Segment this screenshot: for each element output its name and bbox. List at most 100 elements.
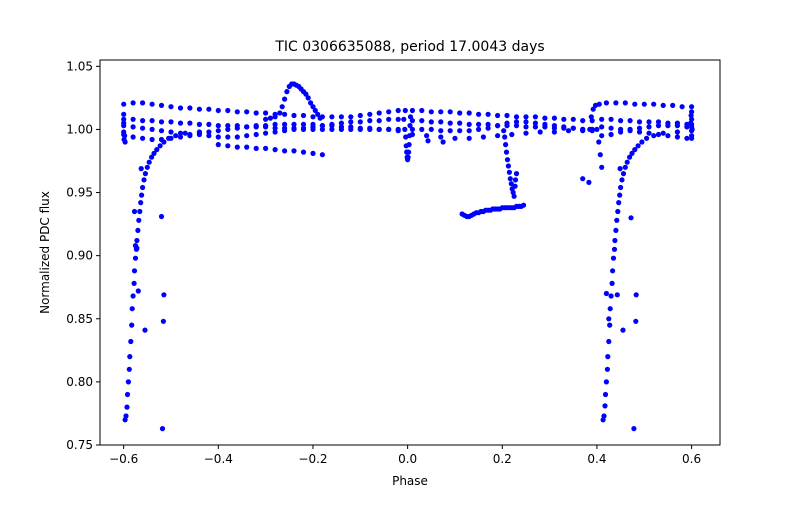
- data-point: [476, 126, 482, 132]
- data-point: [409, 118, 415, 124]
- data-point: [149, 126, 155, 132]
- data-point: [452, 135, 458, 141]
- data-point: [329, 114, 335, 120]
- data-point: [130, 116, 136, 122]
- data-point: [633, 292, 639, 298]
- data-point: [523, 124, 529, 130]
- data-point: [376, 126, 382, 132]
- data-point: [130, 124, 136, 130]
- data-point: [317, 115, 323, 121]
- data-point: [615, 208, 621, 215]
- data-point: [495, 133, 501, 139]
- data-point: [466, 135, 472, 141]
- data-point: [606, 316, 612, 322]
- data-point: [142, 171, 148, 177]
- data-point: [646, 130, 652, 136]
- x-tick-label: −0.6: [109, 452, 138, 466]
- data-point: [282, 111, 288, 117]
- data-point: [619, 177, 625, 183]
- data-point: [688, 112, 694, 119]
- y-tick-label: 0.85: [66, 312, 93, 326]
- data-point: [282, 96, 288, 102]
- data-point: [504, 157, 511, 163]
- data-point: [603, 290, 610, 297]
- data-point: [632, 147, 638, 153]
- data-point: [182, 130, 188, 136]
- data-point: [627, 154, 633, 160]
- data-point: [149, 101, 155, 107]
- data-point: [610, 268, 616, 274]
- data-point: [602, 391, 609, 398]
- data-point: [158, 102, 165, 108]
- data-point: [466, 121, 472, 127]
- data-point: [215, 107, 221, 114]
- data-point: [122, 133, 128, 139]
- data-point: [612, 237, 618, 244]
- data-point: [608, 131, 614, 138]
- y-tick-label: 0.80: [66, 375, 93, 389]
- data-point: [605, 354, 611, 360]
- y-tick-label: 0.75: [66, 438, 93, 452]
- data-point: [587, 126, 593, 132]
- chart-title: TIC 0306635088, period 17.0043 days: [274, 39, 544, 55]
- data-point: [618, 118, 624, 124]
- data-point: [121, 120, 127, 126]
- data-point: [177, 134, 184, 140]
- data-point: [457, 110, 463, 116]
- data-point: [173, 133, 179, 139]
- data-point: [607, 322, 613, 328]
- data-point: [646, 119, 652, 125]
- x-tick-label: 0.6: [682, 452, 701, 466]
- data-point: [272, 125, 278, 131]
- x-axis-label: Phase: [392, 474, 428, 488]
- data-point: [409, 126, 415, 132]
- data-point: [310, 121, 316, 127]
- data-point: [644, 135, 650, 141]
- data-point: [513, 123, 520, 129]
- data-point: [312, 107, 318, 114]
- data-point: [303, 91, 309, 97]
- data-point: [466, 110, 472, 116]
- data-point: [319, 152, 325, 158]
- data-point: [620, 171, 627, 177]
- data-point: [655, 131, 662, 138]
- data-point: [588, 114, 594, 120]
- data-point: [542, 115, 548, 121]
- data-point: [282, 121, 288, 127]
- data-point: [608, 116, 614, 122]
- data-point: [689, 126, 695, 132]
- data-point: [177, 120, 184, 126]
- data-point: [215, 142, 221, 148]
- data-point: [639, 139, 645, 145]
- data-point: [272, 114, 278, 120]
- data-point: [611, 246, 618, 252]
- data-point: [594, 126, 600, 132]
- data-point: [134, 245, 140, 251]
- data-point: [139, 192, 145, 198]
- data-point: [177, 130, 184, 136]
- data-point: [542, 121, 548, 127]
- data-point: [158, 119, 165, 125]
- data-point: [158, 128, 165, 134]
- data-point: [551, 123, 558, 129]
- data-point: [129, 322, 135, 328]
- data-point: [263, 123, 269, 129]
- data-point: [140, 100, 146, 106]
- data-point: [660, 130, 666, 136]
- data-point: [234, 125, 240, 131]
- data-point: [159, 426, 166, 432]
- data-point: [674, 123, 681, 129]
- data-point: [308, 100, 314, 106]
- data-point: [142, 327, 148, 333]
- data-point: [405, 154, 411, 160]
- data-point: [485, 111, 491, 117]
- data-point: [130, 100, 136, 106]
- data-point: [679, 104, 685, 110]
- data-point: [234, 109, 240, 115]
- data-point: [149, 154, 155, 160]
- data-point: [599, 116, 605, 122]
- data-point: [428, 126, 434, 132]
- data-point: [624, 159, 630, 165]
- data-point: [367, 118, 373, 124]
